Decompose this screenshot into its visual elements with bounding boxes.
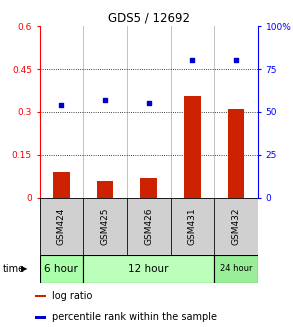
Text: GSM432: GSM432 [231,208,241,245]
Text: 24 hour: 24 hour [220,265,252,273]
Point [190,58,195,63]
Text: GSM425: GSM425 [100,208,110,245]
Bar [228,109,244,198]
Title: GDS5 / 12692: GDS5 / 12692 [108,12,190,25]
Bar [40,198,83,255]
Point [103,97,107,103]
Bar [97,181,113,198]
Text: 6 hour: 6 hour [45,264,78,274]
Text: GSM424: GSM424 [57,208,66,245]
Bar [35,295,46,297]
Text: GSM426: GSM426 [144,208,153,245]
Bar [83,198,127,255]
Point [59,102,64,108]
Bar [35,316,46,318]
Text: percentile rank within the sample: percentile rank within the sample [52,312,217,322]
Text: time: time [3,264,25,274]
Bar [214,198,258,255]
Text: log ratio: log ratio [52,291,93,301]
Bar [53,172,70,198]
Bar [40,255,83,283]
Bar [214,255,258,283]
Bar [184,96,201,198]
Text: GSM431: GSM431 [188,208,197,245]
Bar [171,198,214,255]
Point [234,58,239,63]
Bar [83,255,214,283]
Bar [140,178,157,198]
Text: 12 hour: 12 hour [128,264,169,274]
Text: ▶: ▶ [21,265,28,273]
Point [146,101,151,106]
Bar [127,198,171,255]
